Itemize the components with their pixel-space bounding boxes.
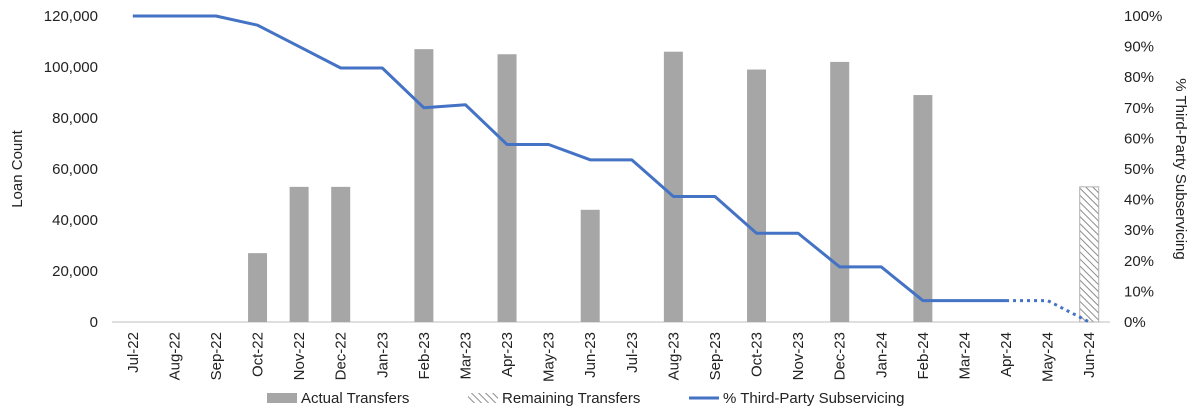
y-tick-label: 80,000 — [52, 110, 98, 127]
x-tick-label: Sep-23 — [707, 332, 724, 380]
y-tick-label: 100,000 — [44, 59, 98, 76]
x-tick-label: Dec-23 — [832, 332, 849, 380]
remaining-transfer-bar — [1079, 186, 1100, 323]
subservicing-line — [132, 14, 1007, 303]
line-series — [132, 14, 1090, 324]
actual-transfer-bar — [497, 54, 517, 322]
x-tick-label: Oct-23 — [749, 332, 766, 377]
y-tick-label: 40,000 — [52, 212, 98, 229]
y-tick-label: 120,000 — [44, 8, 98, 25]
x-tick-label: Feb-24 — [915, 332, 932, 380]
y2-tick-label: 50% — [1124, 161, 1154, 178]
y2-tick-label: 20% — [1124, 253, 1154, 270]
x-tick-label: Sep-22 — [208, 332, 225, 380]
x-tick-label: Dec-22 — [333, 332, 350, 380]
x-axis: Jul-22 Aug-22 Sep-22 Oct-22 Nov-22 Dec-22 Jan-… — [125, 332, 1098, 382]
actual-transfer-bar — [663, 51, 683, 322]
y-axis-label: Loan Count — [9, 129, 26, 207]
x-tick-label: Apr-24 — [998, 332, 1015, 377]
y2-tick-label: 100% — [1124, 8, 1162, 25]
x-tick-label: Nov-23 — [790, 332, 807, 380]
legend-label: % Third-Party Subservicing — [723, 390, 904, 407]
actual-transfer-bar — [830, 61, 850, 323]
x-tick-label: Aug-22 — [166, 332, 183, 380]
x-tick-label: Jul-23 — [624, 332, 641, 373]
y2-tick-label: 0% — [1124, 314, 1146, 331]
actual-transfer-bar — [747, 69, 767, 322]
actual-transfer-bar — [289, 186, 309, 322]
x-tick-label: Jan-24 — [873, 332, 890, 378]
actual-transfer-bar — [414, 49, 434, 323]
x-tick-label: May-24 — [1040, 332, 1057, 382]
actual-transfer-bar — [913, 95, 933, 322]
y2-tick-label: 60% — [1124, 130, 1154, 147]
primary-y-axis: 0 20,000 40,000 60,000 80,000 100,000 120,000 — [44, 8, 98, 331]
x-tick-label: Mar-24 — [956, 332, 973, 380]
x-tick-label: Mar-23 — [457, 332, 474, 380]
actual-transfer-bar — [331, 186, 351, 322]
y2-tick-label: 90% — [1124, 39, 1154, 56]
y-tick-label: 0 — [90, 314, 98, 331]
legend-swatch-remaining — [468, 393, 498, 403]
y2-tick-label: 70% — [1124, 100, 1154, 117]
y2-tick-label: 40% — [1124, 192, 1154, 209]
x-tick-label: May-23 — [541, 332, 558, 382]
secondary-y-axis-label: % Third-Party Subservicing — [1172, 78, 1189, 259]
x-tick-label: Jun-23 — [582, 332, 599, 378]
x-tick-label: Jun-24 — [1081, 332, 1098, 378]
legend: Actual Transfers Remaining Transfers % Thi… — [267, 390, 904, 407]
x-tick-label: Nov-22 — [291, 332, 308, 380]
legend-swatch-actual — [267, 393, 297, 403]
y2-tick-label: 10% — [1124, 283, 1154, 300]
x-tick-label: Apr-23 — [499, 332, 516, 377]
actual-transfer-bar — [248, 253, 268, 322]
y-tick-label: 20,000 — [52, 263, 98, 280]
secondary-y-axis: 0% 10% 20% 30% 40% 50% 60% 70% 80% 90% 100% — [1124, 8, 1162, 331]
legend-label: Remaining Transfers — [502, 390, 640, 407]
x-tick-label: Jan-23 — [374, 332, 391, 378]
x-tick-label: Aug-23 — [665, 332, 682, 380]
x-tick-label: Oct-22 — [250, 332, 267, 377]
x-tick-label: Feb-23 — [416, 332, 433, 380]
subservicing-line-projected — [1006, 299, 1090, 324]
y-tick-label: 60,000 — [52, 161, 98, 178]
bar-series — [248, 49, 1100, 323]
x-tick-label: Jul-22 — [125, 332, 142, 373]
y2-tick-label: 80% — [1124, 69, 1154, 86]
y2-tick-label: 30% — [1124, 222, 1154, 239]
actual-transfer-bar — [580, 209, 600, 322]
legend-label: Actual Transfers — [301, 390, 409, 407]
